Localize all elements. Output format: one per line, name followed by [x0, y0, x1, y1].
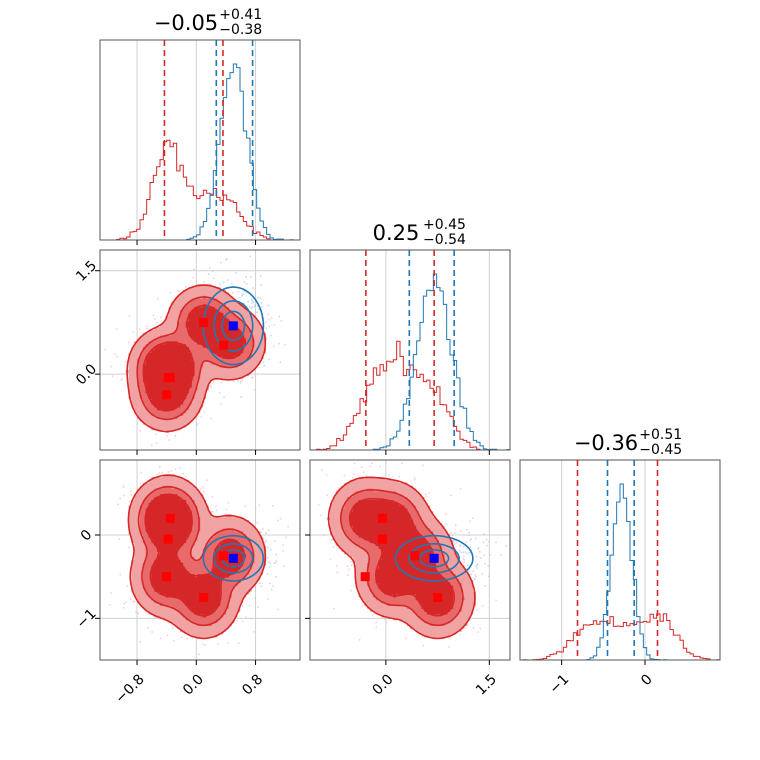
x-tick-label: −1 — [547, 671, 573, 697]
marker-blue — [429, 553, 439, 563]
marker-red — [219, 551, 229, 561]
contour-red-outer-line — [327, 476, 476, 640]
panel-diag-2 — [519, 459, 721, 665]
title-value: −0.05 — [154, 11, 218, 35]
marker-red — [163, 534, 173, 544]
marker-red — [162, 572, 172, 582]
hist-blue — [100, 63, 300, 240]
contour-blue-outer-line — [202, 534, 265, 582]
marker-red — [163, 373, 173, 383]
marker-red — [162, 390, 172, 400]
contour-blue-outer-line — [202, 286, 265, 366]
marker-red — [433, 593, 443, 602]
hist-blue — [520, 483, 720, 660]
panel-border — [99, 39, 301, 241]
marker-red — [377, 534, 387, 544]
hist-red — [100, 139, 300, 240]
contour-red-inner-line — [142, 304, 246, 412]
contour-red-inner-fill — [145, 494, 247, 618]
title-minus: −0.54 — [423, 232, 466, 248]
contour-red-inner-line — [144, 493, 246, 617]
marker-red — [165, 513, 175, 523]
contour-red-inner-fill — [350, 500, 454, 615]
hist-red — [520, 613, 720, 660]
contour-blue-mid-line — [213, 543, 254, 574]
title-minus: −0.38 — [219, 22, 262, 38]
marker-red — [410, 551, 420, 561]
contour-red-outer-line — [127, 474, 267, 640]
title-0: −0.05 +0.41−0.38 — [154, 7, 262, 38]
hist-red — [310, 340, 510, 450]
title-value: 0.25 — [373, 221, 420, 245]
x-tick-label: 1.5 — [473, 671, 500, 698]
contour-red-inner-line — [348, 497, 455, 617]
panel-diag-0 — [99, 39, 301, 245]
marker-red — [199, 593, 209, 602]
contour-red-mid-line — [340, 489, 464, 627]
contour-blue-inner-line — [418, 549, 450, 568]
marker-red — [219, 340, 229, 350]
y-tick-label: 0 — [78, 527, 96, 545]
panel-border — [519, 459, 721, 661]
marker-red — [360, 572, 370, 582]
x-tick-label: 0 — [638, 671, 656, 689]
x-tick-label: 0.0 — [370, 671, 397, 698]
contour-red-outer-line — [126, 284, 267, 433]
panel-2-1 — [305, 459, 511, 665]
contour-red-mid-line — [137, 485, 255, 627]
marker-blue — [228, 553, 238, 563]
panels: −0.8 0.0 0.8 0.0 1.5 −1 0 0.0 1.5 −1 0 — [73, 39, 721, 707]
panel-border — [309, 249, 511, 451]
title-1: 0.25 +0.45−0.54 — [373, 217, 466, 248]
panel-border — [99, 249, 301, 451]
contour-red-inner-fill — [142, 304, 247, 411]
panel-titles: −0.05 +0.41−0.380.25 +0.45−0.54−0.36 +0.51−… — [154, 7, 682, 458]
scatter-blue — [372, 510, 508, 602]
x-tick-label: 0.0 — [180, 671, 207, 698]
panel-diag-1 — [309, 249, 511, 455]
title-minus: −0.45 — [639, 442, 682, 458]
y-tick-label: 0.0 — [73, 361, 100, 388]
title-plus: +0.51 — [639, 427, 682, 443]
contour-blue-outer-line — [394, 534, 474, 582]
title-plus: +0.41 — [219, 7, 262, 23]
marker-red — [377, 513, 387, 523]
contour-blue-mid-line — [408, 543, 460, 574]
x-tick-label: 0.8 — [239, 671, 266, 698]
marker-red — [199, 317, 209, 327]
hist-blue — [310, 273, 510, 450]
panel-border — [309, 459, 511, 661]
panel-1-0 — [95, 249, 301, 455]
y-tick-label: 1.5 — [73, 258, 100, 285]
panel-2-0 — [95, 459, 301, 665]
title-2: −0.36 +0.51−0.45 — [574, 427, 682, 458]
title-plus: +0.45 — [423, 217, 466, 233]
y-tick-label: −1 — [74, 606, 100, 632]
contour-blue-inner-line — [221, 310, 246, 342]
x-tick-label: −0.8 — [112, 671, 147, 706]
marker-blue — [228, 321, 238, 331]
panel-border — [99, 459, 301, 661]
title-value: −0.36 — [574, 431, 638, 455]
